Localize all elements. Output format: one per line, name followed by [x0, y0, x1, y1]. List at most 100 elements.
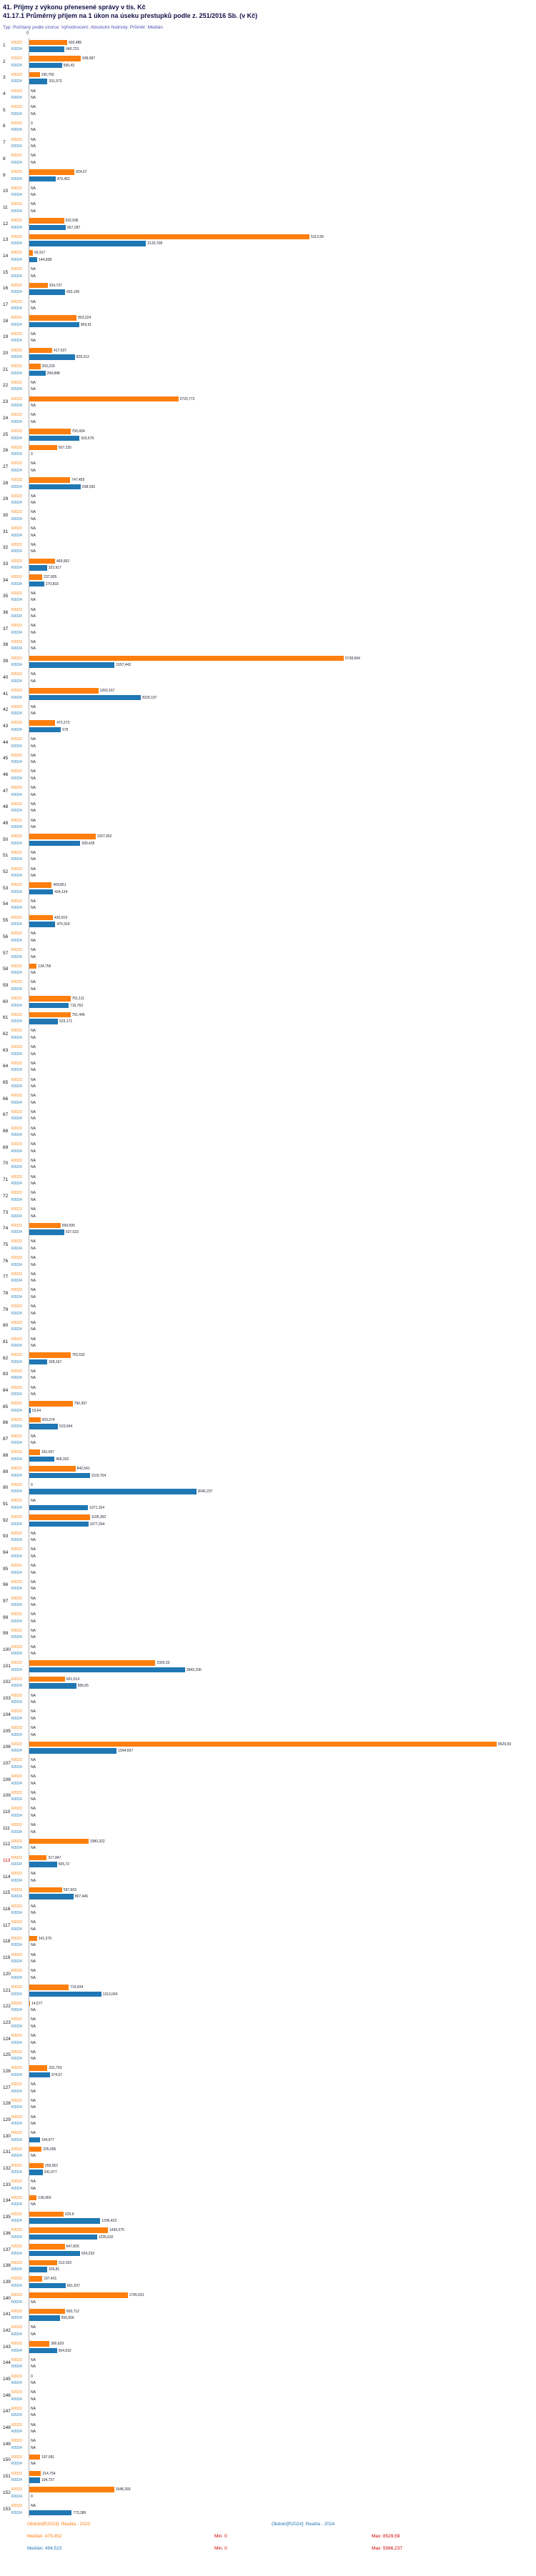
bar-r2024[interactable]: [29, 1407, 31, 1414]
bar-r2023[interactable]: [29, 282, 48, 289]
bar-r2023[interactable]: [29, 914, 54, 921]
bar-r2024[interactable]: [29, 79, 48, 84]
bar-r2023[interactable]: [29, 2292, 128, 2298]
bar-r2024[interactable]: [29, 62, 62, 69]
bar-r2023[interactable]: [29, 2454, 41, 2460]
bar-r2023[interactable]: [29, 2341, 50, 2347]
bar-r2023[interactable]: [29, 1466, 76, 1472]
bar-r2023[interactable]: [29, 364, 41, 369]
bar-r2024[interactable]: [29, 2234, 97, 2240]
bar-r2023[interactable]: [29, 71, 40, 78]
bar-r2024[interactable]: [29, 46, 65, 52]
bar-r2023[interactable]: [29, 1514, 90, 1520]
bar-r2023[interactable]: [29, 39, 68, 45]
bar-r2023[interactable]: [29, 2470, 41, 2477]
bar-r2024[interactable]: [29, 840, 81, 847]
bar-r2024[interactable]: [29, 694, 141, 700]
bar-r2023[interactable]: [29, 1887, 62, 1893]
bar-r2023[interactable]: [29, 882, 52, 888]
bar-r2023[interactable]: [29, 396, 179, 402]
bar-r2023[interactable]: [29, 1741, 497, 1747]
bar-r2024[interactable]: [29, 889, 54, 895]
bar-r2024[interactable]: [29, 1667, 185, 1673]
bar-r2024[interactable]: [29, 321, 79, 328]
bar-r2024[interactable]: [29, 1683, 76, 1689]
bar-r2024[interactable]: [29, 176, 56, 181]
bar-r2024[interactable]: [29, 727, 61, 733]
bar-r2024[interactable]: [29, 2510, 72, 2515]
bar-r2023[interactable]: [29, 2308, 65, 2315]
bar-r2023[interactable]: [29, 1012, 71, 1018]
bar-r2024[interactable]: [29, 1991, 101, 1997]
bar-r2024[interactable]: [29, 1359, 48, 1365]
bar-r2024[interactable]: [29, 354, 75, 360]
bar-r2023[interactable]: [29, 834, 96, 839]
bar-r2024[interactable]: [29, 256, 38, 263]
bar-r2024[interactable]: [29, 1862, 57, 1867]
bar-r2024[interactable]: [29, 1504, 89, 1511]
bar-r2023[interactable]: [29, 2065, 48, 2071]
bar-r2024[interactable]: [29, 1456, 55, 1462]
bar-r2024[interactable]: [29, 1521, 89, 1527]
bar-r2023[interactable]: [29, 1838, 89, 1844]
bar-r2023[interactable]: [29, 2162, 44, 2169]
bar-r2023[interactable]: [29, 1985, 69, 1990]
bar-r2023[interactable]: [29, 1854, 47, 1860]
bar-r2024[interactable]: [29, 1002, 69, 1009]
bar-r2023[interactable]: [29, 1401, 73, 1407]
bar-r2024[interactable]: [29, 565, 47, 571]
bar-r2024[interactable]: [29, 289, 66, 295]
bar-r2024[interactable]: [29, 1019, 59, 1024]
bar-r2024[interactable]: [29, 1748, 117, 1754]
bar-r2023[interactable]: [29, 1676, 65, 1682]
bar-r2024[interactable]: [29, 2137, 40, 2143]
bar-r2023[interactable]: [29, 2487, 114, 2492]
bar-r2023[interactable]: [29, 655, 344, 662]
bar-r2024[interactable]: [29, 922, 56, 927]
bar-r2024[interactable]: [29, 1489, 197, 1494]
bar-r2024[interactable]: [29, 370, 46, 376]
bar-r2023[interactable]: [29, 2211, 64, 2217]
bar-r2023[interactable]: [29, 2260, 58, 2266]
bar-r2023[interactable]: [29, 720, 56, 726]
bar-r2023[interactable]: [29, 347, 52, 354]
bar-r2023[interactable]: [29, 1417, 41, 1423]
bar-r2024[interactable]: [29, 241, 147, 246]
bar-r2024[interactable]: [29, 662, 115, 668]
bar-r2023[interactable]: [29, 1935, 37, 1942]
bar-r2023[interactable]: [29, 429, 71, 434]
bar-r2023[interactable]: [29, 315, 77, 321]
bar-r2024[interactable]: [29, 581, 44, 587]
bar-r2024[interactable]: [29, 2072, 50, 2078]
bar-r2023[interactable]: [29, 996, 71, 1002]
bar-r2024[interactable]: [29, 2282, 66, 2289]
bar-r2024[interactable]: [29, 1424, 59, 1429]
bar-r2024[interactable]: [29, 2170, 43, 2175]
bar-r2023[interactable]: [29, 574, 43, 580]
bar-r2023[interactable]: [29, 963, 37, 969]
bar-r2023[interactable]: [29, 2244, 65, 2250]
bar-r2023[interactable]: [29, 2195, 37, 2201]
bar-r2023[interactable]: [29, 688, 99, 694]
bar-r2023[interactable]: [29, 250, 34, 256]
bar-r2023[interactable]: [29, 558, 56, 564]
bar-r2023[interactable]: [29, 444, 57, 451]
bar-r2024[interactable]: [29, 1894, 74, 1899]
bar-r2023[interactable]: [29, 2276, 43, 2282]
bar-r2024[interactable]: [29, 2250, 80, 2256]
bar-r2023[interactable]: [29, 218, 64, 224]
bar-r2024[interactable]: [29, 2267, 48, 2272]
bar-r2024[interactable]: [29, 435, 80, 441]
bar-r2023[interactable]: [29, 1660, 156, 1666]
bar-r2024[interactable]: [29, 2218, 101, 2224]
bar-r2023[interactable]: [29, 1449, 40, 1455]
bar-r2023[interactable]: [29, 56, 81, 61]
bar-r2023[interactable]: [29, 477, 71, 483]
bar-r2023[interactable]: [29, 169, 75, 175]
bar-r2024[interactable]: [29, 1472, 90, 1478]
bar-r2023[interactable]: [29, 2227, 109, 2233]
bar-r2023[interactable]: [29, 1222, 61, 1229]
bar-r2024[interactable]: [29, 2347, 57, 2354]
bar-r2023[interactable]: [29, 2000, 31, 2007]
bar-r2023[interactable]: [29, 2146, 42, 2152]
